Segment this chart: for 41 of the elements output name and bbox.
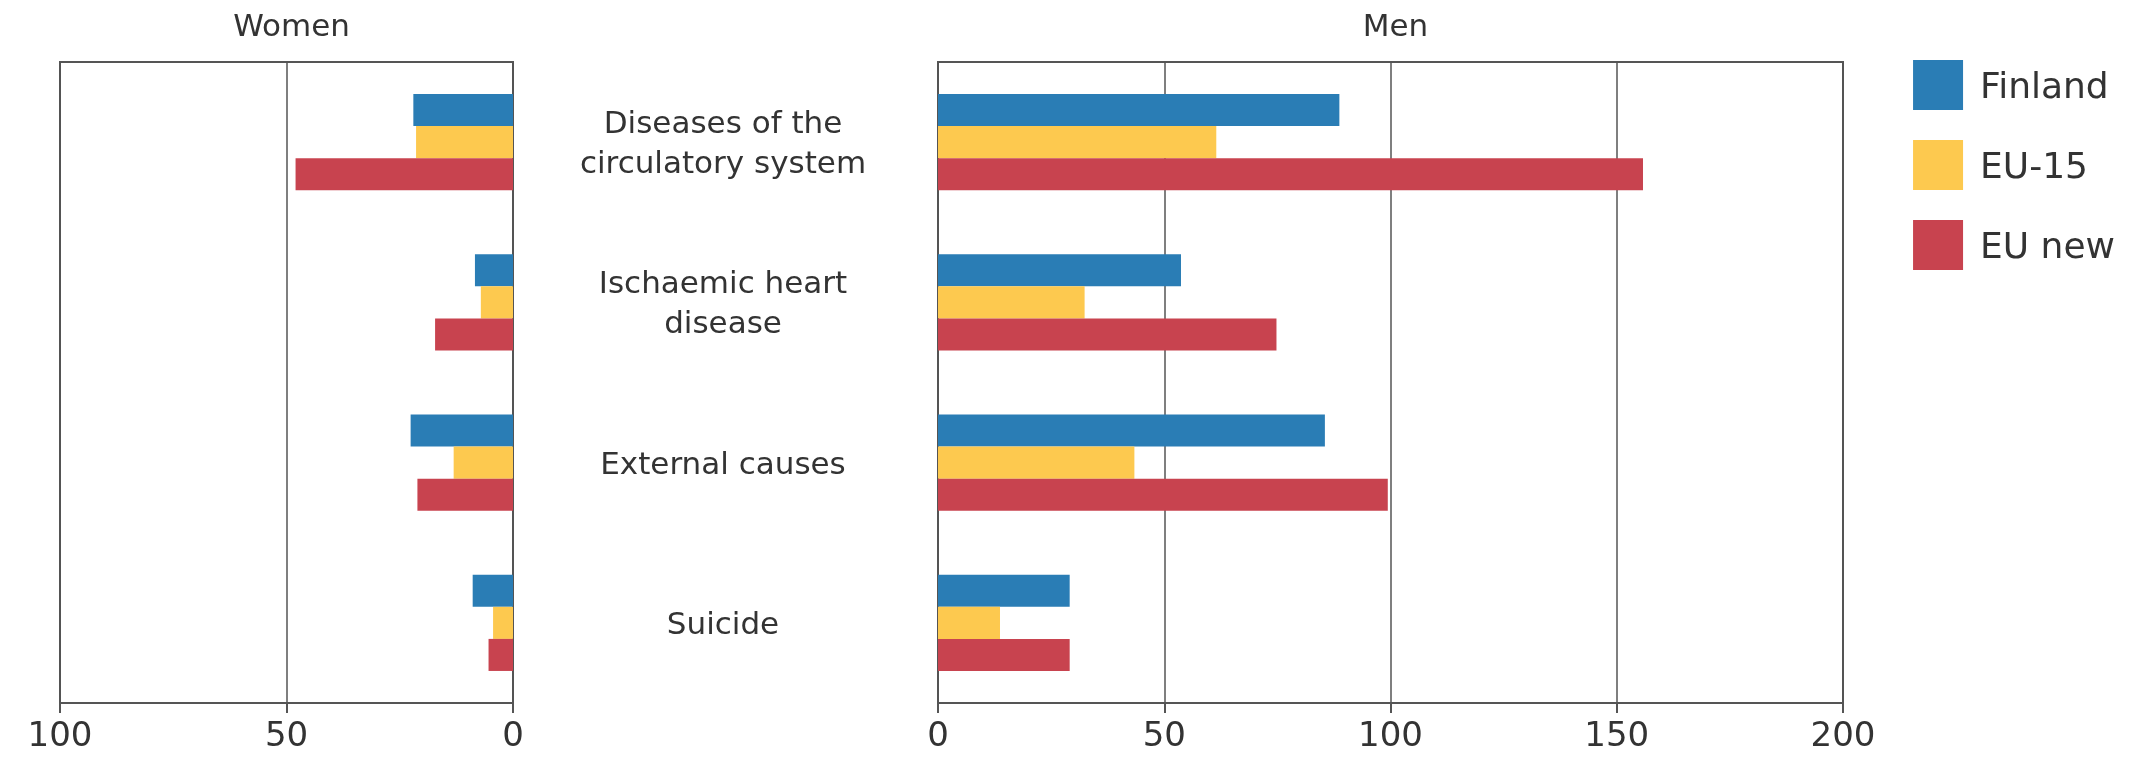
y-tick-label: Suicide (666, 604, 780, 641)
chart-title: Women (233, 6, 350, 43)
bar (938, 478, 1388, 511)
x-tick-label: 100 (1358, 714, 1423, 754)
bar (413, 94, 513, 127)
bar (493, 606, 513, 639)
chart-title: Men (1362, 6, 1429, 43)
bar (938, 94, 1340, 127)
x-tick-label: 50 (264, 714, 309, 754)
bar (480, 286, 513, 319)
x-tick-label: 0 (927, 714, 949, 754)
x-tick-label: 100 (27, 714, 93, 754)
x-tick-label: 150 (1584, 714, 1650, 754)
bar (938, 254, 1181, 287)
x-tick-label: 200 (1810, 714, 1876, 754)
y-tick-label: External causes (600, 444, 846, 481)
bar (488, 638, 513, 671)
bar (474, 254, 513, 287)
bar (435, 318, 513, 351)
x-tick-label: 0 (502, 714, 524, 754)
bar (938, 318, 1277, 351)
legend-label: EU new (1980, 224, 2116, 266)
bar (472, 574, 513, 607)
y-tick-label: Ischaemic heart disease (598, 264, 848, 341)
legend-label: Finland (1980, 64, 2109, 106)
bar (938, 286, 1085, 319)
legend-label: EU-15 (1980, 144, 2088, 186)
bar (938, 606, 1000, 639)
x-tick-label: 50 (1142, 714, 1186, 754)
bar (416, 126, 513, 159)
bar (938, 414, 1325, 447)
bar (938, 638, 1070, 671)
bar (938, 574, 1070, 607)
bar (410, 414, 513, 447)
bar (938, 158, 1643, 191)
bar (417, 478, 513, 511)
bar (938, 446, 1135, 479)
bar (295, 158, 513, 191)
bar (938, 126, 1217, 159)
y-tick-label: Diseases of the circulatory system (579, 104, 867, 181)
bar (453, 446, 513, 479)
